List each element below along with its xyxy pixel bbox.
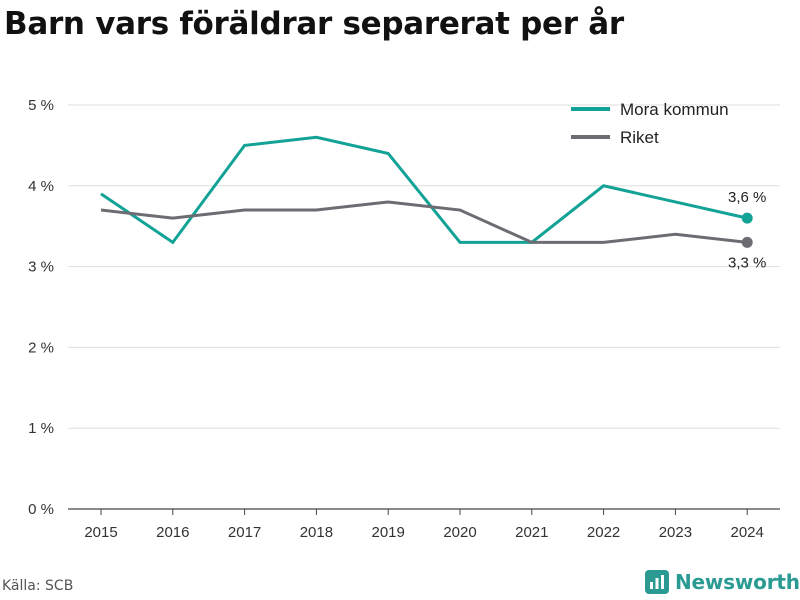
brand-name: Newsworthy bbox=[675, 570, 800, 594]
x-tick-label: 2020 bbox=[443, 524, 476, 541]
source-note: Källa: SCB bbox=[2, 578, 74, 594]
y-tick-label: 3 % bbox=[28, 259, 54, 276]
legend: Mora kommun Riket bbox=[571, 100, 729, 147]
x-tick-label: 2019 bbox=[372, 524, 405, 541]
end-value-label: 3,6 % bbox=[728, 189, 766, 206]
x-tick-label: 2016 bbox=[156, 524, 189, 541]
x-axis: 2015 2016 2017 2018 2019 2020 2021 2022 2023 2024 bbox=[84, 509, 764, 541]
series-end-point bbox=[741, 236, 753, 248]
legend-label: Mora kommun bbox=[620, 100, 729, 119]
x-tick-label: 2017 bbox=[228, 524, 261, 541]
end-value-label: 3,3 % bbox=[728, 254, 766, 271]
y-tick-label: 4 % bbox=[28, 178, 54, 195]
x-tick-label: 2024 bbox=[731, 524, 764, 541]
series-lines: 3,6 % 3,3 % bbox=[100, 135, 766, 271]
y-tick-label: 2 % bbox=[28, 339, 54, 356]
x-tick-label: 2021 bbox=[515, 524, 548, 541]
legend-label: Riket bbox=[620, 128, 659, 147]
x-tick-label: 2023 bbox=[659, 524, 692, 541]
brand-logo[interactable]: Newsworthy bbox=[645, 570, 800, 594]
y-tick-label: 0 % bbox=[28, 501, 54, 518]
x-tick-label: 2018 bbox=[300, 524, 333, 541]
y-tick-label: 5 % bbox=[28, 97, 54, 114]
chart-title: Barn vars föräldrar separerat per år bbox=[4, 6, 624, 42]
series-end-point bbox=[741, 212, 753, 224]
series-line-1 bbox=[100, 200, 748, 244]
x-tick-label: 2022 bbox=[587, 524, 620, 541]
gridlines bbox=[68, 104, 780, 510]
y-axis: 0 % 1 % 2 % 3 % 4 % 5 % bbox=[28, 97, 54, 518]
x-tick-label: 2015 bbox=[84, 524, 117, 541]
series-line-0 bbox=[100, 135, 748, 245]
newsworthy-logo-icon bbox=[645, 570, 669, 594]
y-tick-label: 1 % bbox=[28, 420, 54, 437]
